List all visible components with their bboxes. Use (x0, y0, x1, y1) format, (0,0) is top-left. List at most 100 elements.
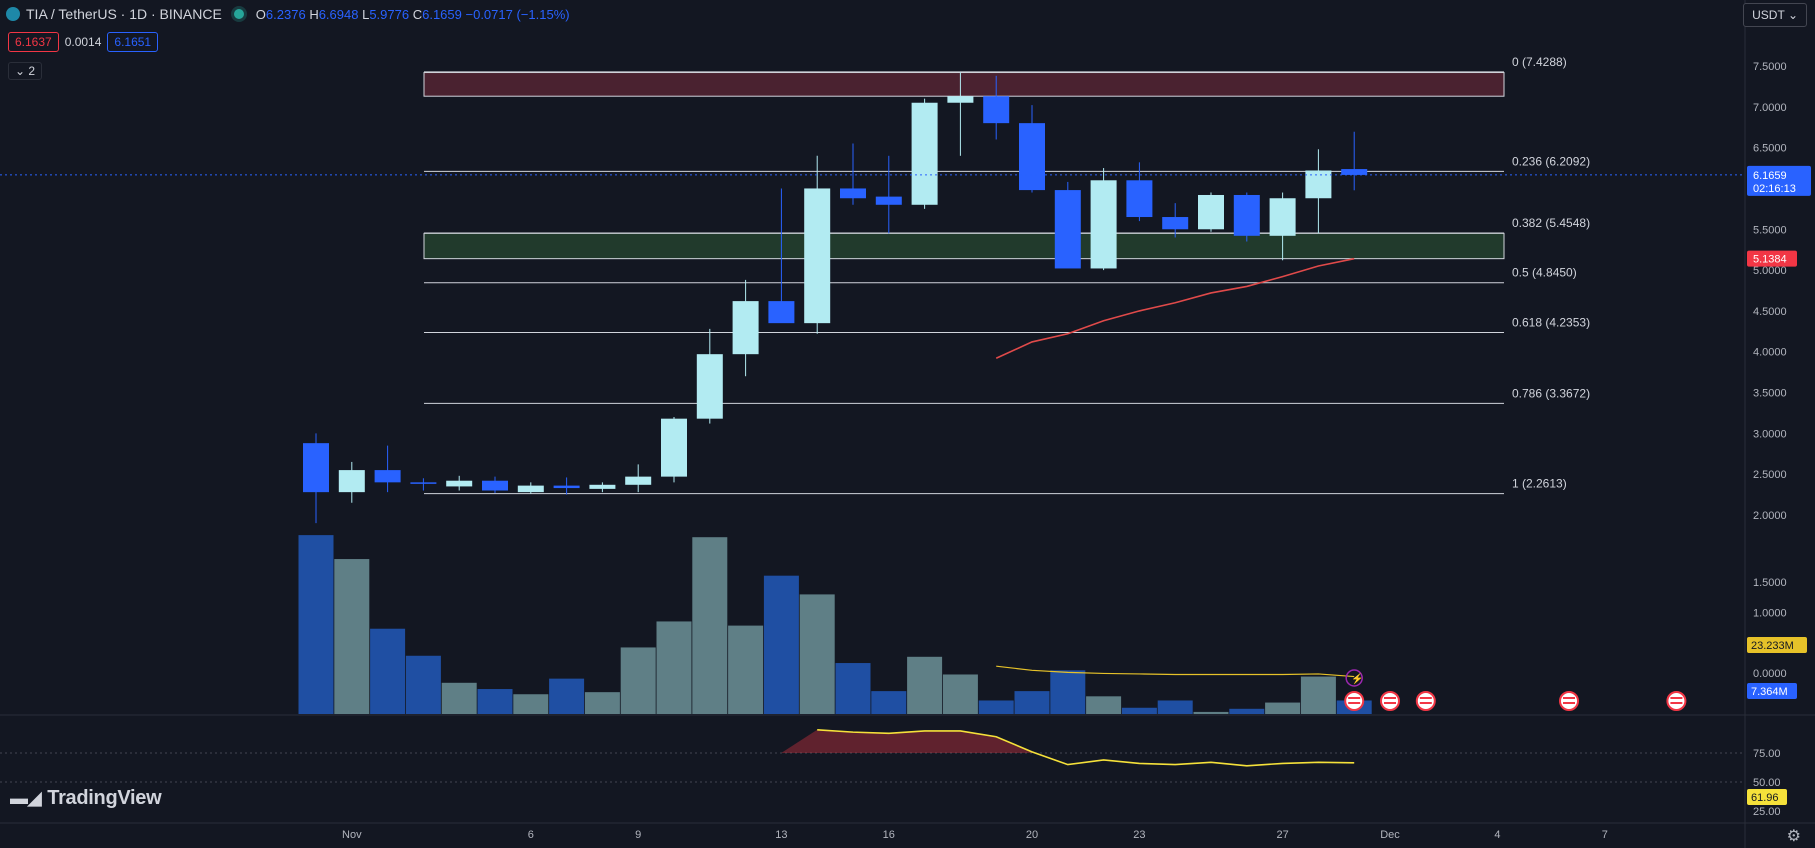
tradingview-logo: ▬◢ TradingView (10, 787, 162, 810)
volume-ma-line (996, 665, 1355, 678)
flag-stripe (1384, 697, 1396, 699)
rsi-tick-label: 25.00 (1753, 806, 1781, 818)
volume-ma-badge (1747, 637, 1807, 653)
settings-gear-icon[interactable]: ⚙ (1786, 828, 1801, 845)
volume-bar (584, 692, 620, 714)
candle-body (1341, 169, 1368, 175)
time-tick-label: Nov (342, 829, 362, 841)
us-flag-event-icon (1559, 691, 1579, 711)
currency-label: USDT (1752, 8, 1785, 22)
us-flag-event-icon (1344, 691, 1365, 711)
time-tick-label: Dec (1380, 829, 1400, 841)
volume-bar (978, 700, 1014, 714)
volume-last-label: 7.364M (1751, 686, 1788, 698)
candle-body (696, 354, 723, 419)
rsi-tick-label: 50.00 (1753, 777, 1781, 789)
fib-label-0.382: 0.382 (5.4548) (1512, 216, 1590, 230)
candle-body (661, 418, 687, 477)
candle-body (1305, 170, 1332, 199)
us-flag-event-icon (1380, 691, 1400, 711)
price-tick-label: 2.0000 (1753, 510, 1787, 522)
price-tick-label: 3.0000 (1753, 428, 1787, 440)
volume-bar (942, 674, 978, 714)
volume-bar (1157, 700, 1193, 714)
volume-bar (620, 647, 656, 714)
volume-bar (298, 535, 334, 714)
flag-stripe (1348, 702, 1361, 704)
current-price-label: 6.1659 (1753, 170, 1787, 182)
volume-bar (334, 559, 370, 714)
flag-stripe (1670, 697, 1683, 699)
close-value: 6.1659 (422, 6, 462, 22)
indicators-toggle-button[interactable]: ⌄ 2 (8, 62, 43, 80)
fib-label-0.618: 0.618 (4.2353) (1512, 316, 1590, 330)
volume-bar (799, 594, 835, 714)
volume-bar (871, 691, 907, 714)
flag-stripe (1419, 702, 1432, 704)
candle-body (911, 102, 938, 205)
candle-body (983, 96, 1010, 124)
logo-text: TradingView (47, 787, 162, 809)
indicators-count: 2 (28, 64, 36, 78)
price-tick-label: 4.5000 (1753, 306, 1787, 318)
market-status-icon (233, 9, 244, 19)
ma-price-label: 5.1384 (1753, 254, 1787, 266)
ma-price-badge (1747, 250, 1797, 267)
flag-stripe (1348, 697, 1361, 699)
candle-body (768, 301, 795, 324)
volume-bar (477, 689, 513, 714)
candle-body (374, 470, 401, 483)
lightning-glyph: ⚡ (1351, 672, 1363, 685)
volume-bar (1050, 670, 1086, 714)
volume-bar (1193, 711, 1229, 714)
time-tick-label: 6 (528, 829, 534, 841)
currency-select[interactable]: USDT ⌄ (1743, 3, 1807, 27)
candle-body (625, 476, 652, 485)
candle-body (732, 301, 759, 355)
volume-tick-label: 0.0000 (1753, 668, 1787, 680)
candle-body (446, 480, 473, 487)
rsi-tick-label: 75.00 (1753, 748, 1781, 760)
symbol-title[interactable]: TIA / TetherUS · 1D · BINANCE (26, 6, 222, 22)
candle-body (410, 482, 437, 484)
candle-body (1269, 198, 1296, 236)
candle-body (1019, 123, 1045, 191)
current-price-badge (1747, 165, 1811, 196)
support-zone (423, 232, 1505, 260)
countdown-label: 02:16:13 (1753, 183, 1796, 195)
candle-body (947, 96, 974, 103)
volume-bar (1014, 691, 1050, 714)
price-tick-label: 5.5000 (1753, 224, 1787, 236)
candle-body (840, 188, 866, 199)
candle-body (1233, 194, 1260, 236)
time-tick-label: 20 (1026, 829, 1038, 841)
candle-body (482, 480, 508, 491)
price-tick-label: 7.0000 (1753, 102, 1787, 114)
time-tick-label: 16 (883, 829, 895, 841)
volume-last-badge (1747, 683, 1797, 699)
price-tick-label: 4.0000 (1753, 347, 1787, 359)
price-tick-label: 6.5000 (1753, 143, 1787, 155)
volume-bar (370, 628, 406, 714)
buy-button[interactable]: 6.1651 (107, 32, 159, 52)
volume-bar (405, 655, 441, 714)
candle-body (1126, 180, 1153, 218)
volume-bar (1121, 707, 1157, 714)
volume-bar (1300, 676, 1336, 714)
candle-body (1198, 194, 1224, 230)
rsi-line (817, 729, 1355, 767)
volume-bar (763, 575, 799, 714)
rsi-overbought-fill (781, 729, 1032, 753)
flag-stripe (1419, 697, 1432, 699)
volume-bar (1265, 702, 1301, 714)
time-tick-label: 4 (1494, 829, 1500, 841)
fib-label-1: 1 (2.2613) (1512, 477, 1567, 491)
candle-body (1162, 217, 1189, 230)
price-tick-label: 7.5000 (1753, 61, 1787, 73)
rsi-value-label: 61.96 (1751, 792, 1779, 804)
us-flag-event-icon (1666, 691, 1687, 711)
volume-tick-label: 1.5000 (1753, 577, 1787, 589)
sell-button[interactable]: 6.1637 (8, 32, 59, 52)
flag-stripe (1384, 702, 1396, 704)
